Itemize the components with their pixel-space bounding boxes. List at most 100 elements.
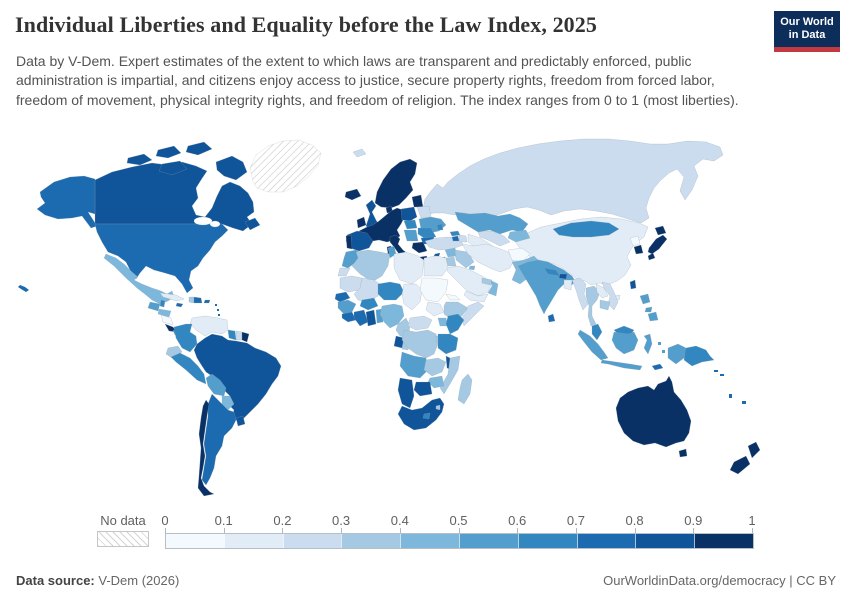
region-french-guiana[interactable] — [241, 331, 250, 343]
region-australia[interactable] — [615, 375, 692, 448]
legend-bin-6[interactable] — [517, 534, 577, 548]
region-niger[interactable] — [377, 281, 405, 301]
region-newfoundland[interactable] — [244, 217, 261, 231]
region-bangladesh[interactable] — [563, 279, 573, 291]
region-vietnam[interactable] — [601, 281, 619, 311]
region-usa[interactable] — [94, 223, 229, 294]
legend-bin-9[interactable] — [694, 534, 753, 548]
region-drc[interactable] — [401, 329, 439, 359]
region-cambodia[interactable] — [599, 299, 611, 311]
region-kazakhstan[interactable] — [454, 211, 529, 235]
region-botswana[interactable] — [413, 381, 433, 397]
region-central-african-republic[interactable] — [407, 315, 433, 331]
region-ghana[interactable] — [365, 309, 377, 327]
region-algeria[interactable] — [351, 249, 391, 283]
owid-logo[interactable]: Our World in Data — [774, 11, 840, 52]
region-kuwait[interactable] — [468, 265, 476, 271]
region-chile[interactable] — [197, 399, 215, 497]
legend-bin-8[interactable] — [635, 534, 695, 548]
region-ivory-coast[interactable] — [353, 309, 369, 327]
region-taiwan[interactable] — [629, 279, 637, 290]
region-sumatra[interactable] — [577, 329, 609, 361]
region-fiji[interactable] — [742, 401, 746, 404]
region-madagascar[interactable] — [457, 373, 473, 405]
region-guatemala[interactable] — [147, 301, 161, 312]
region-baltic-states[interactable] — [411, 194, 424, 208]
region-senegal[interactable] — [334, 291, 351, 303]
region-new-zealand-south[interactable] — [729, 455, 751, 475]
region-libya[interactable] — [393, 251, 425, 285]
region-belarus[interactable] — [416, 205, 432, 219]
region-solomon-islands[interactable] — [714, 370, 724, 376]
region-cuba[interactable] — [159, 292, 185, 302]
region-greece[interactable] — [411, 241, 428, 254]
region-jordan[interactable] — [445, 256, 457, 267]
region-guinea[interactable] — [337, 299, 357, 315]
region-canada-arctic-3[interactable] — [185, 141, 213, 156]
region-western-europe[interactable] — [358, 207, 405, 243]
region-kalimantan[interactable] — [611, 331, 639, 355]
region-baffin-island[interactable] — [215, 155, 248, 181]
region-canada-arctic-1[interactable] — [126, 153, 153, 166]
region-sierra-leone-liberia[interactable] — [341, 311, 357, 323]
region-bhutan[interactable] — [558, 273, 568, 280]
region-canada-arctic-2[interactable] — [155, 145, 182, 159]
region-hungary-slovakia[interactable] — [403, 219, 418, 230]
region-tanzania[interactable] — [437, 333, 459, 355]
region-poland[interactable] — [400, 206, 418, 222]
region-jamaica[interactable] — [175, 302, 184, 308]
region-eritrea[interactable] — [445, 293, 461, 301]
legend-bin-0[interactable] — [166, 534, 224, 548]
region-suriname[interactable] — [235, 330, 243, 341]
region-mozambique[interactable] — [439, 355, 461, 395]
region-vanuatu[interactable] — [729, 394, 732, 398]
region-kyrgyzstan-tajikistan[interactable] — [507, 229, 531, 243]
region-mongolia[interactable] — [552, 220, 620, 238]
region-papua-new-guinea[interactable] — [683, 345, 715, 367]
region-sri-lanka[interactable] — [547, 313, 556, 323]
region-lesotho[interactable] — [422, 412, 431, 420]
legend-bin-5[interactable] — [458, 534, 518, 548]
region-peru[interactable] — [170, 352, 207, 385]
region-scandinavia[interactable] — [374, 158, 418, 209]
region-uruguay[interactable] — [235, 415, 246, 427]
region-malaysia-peninsula[interactable] — [591, 323, 603, 341]
region-timor[interactable] — [651, 363, 664, 371]
region-greenland[interactable] — [249, 139, 322, 193]
region-laos[interactable] — [595, 283, 609, 299]
region-guyana[interactable] — [227, 329, 237, 341]
region-south-africa[interactable] — [397, 397, 445, 431]
region-egypt[interactable] — [423, 255, 449, 277]
region-moldova[interactable] — [436, 223, 444, 231]
region-moluccas[interactable] — [658, 342, 665, 353]
region-burkina-faso[interactable] — [359, 297, 379, 311]
legend-bin-3[interactable] — [341, 534, 401, 548]
region-north-korea[interactable] — [629, 235, 641, 247]
region-afghanistan[interactable] — [507, 247, 531, 263]
region-sudan[interactable] — [419, 277, 449, 303]
region-philippines-visayas[interactable] — [644, 306, 653, 313]
region-java[interactable] — [600, 359, 643, 371]
region-uae-qatar[interactable] — [481, 277, 493, 286]
region-new-zealand-north[interactable] — [747, 441, 761, 459]
legend-no-data[interactable]: No data — [97, 513, 149, 547]
region-japan-honshu[interactable] — [647, 234, 668, 255]
region-uzbekistan[interactable] — [477, 230, 511, 247]
legend-bin-4[interactable] — [400, 534, 459, 548]
region-iceland[interactable] — [344, 188, 362, 201]
region-hawaii[interactable] — [18, 285, 29, 292]
region-brazil[interactable] — [193, 333, 282, 423]
region-dominican-republic[interactable] — [193, 296, 203, 304]
region-armenia[interactable] — [451, 235, 460, 242]
region-west-papua[interactable] — [667, 343, 687, 365]
region-philippines-luzon[interactable] — [639, 293, 651, 305]
region-svalbard[interactable] — [352, 148, 367, 158]
region-colombia[interactable] — [173, 323, 198, 353]
region-lesser-antilles[interactable] — [215, 304, 220, 316]
legend-bin-1[interactable] — [223, 534, 283, 548]
region-zambia[interactable] — [423, 357, 447, 377]
region-venezuela[interactable] — [189, 315, 229, 337]
legend-bin-7[interactable] — [576, 534, 636, 548]
region-alaska[interactable] — [36, 175, 98, 229]
region-saudi-arabia[interactable] — [445, 265, 493, 297]
